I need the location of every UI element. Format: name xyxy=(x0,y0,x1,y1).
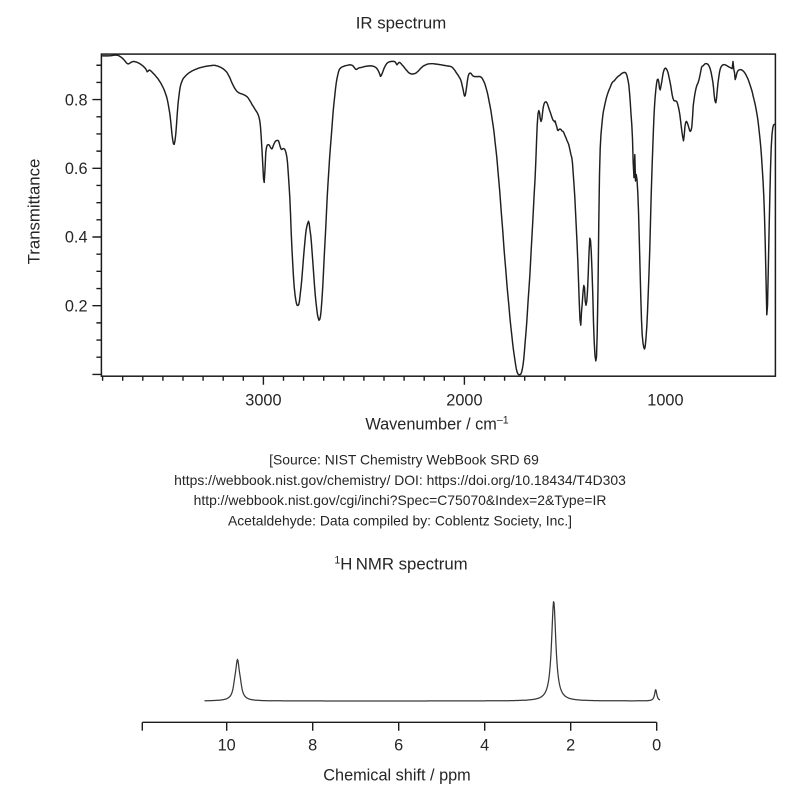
svg-text:http://webbook.nist.gov/cgi/in: http://webbook.nist.gov/cgi/inchi?Spec=C… xyxy=(194,492,607,508)
svg-text:0.2: 0.2 xyxy=(65,297,88,315)
svg-text:Transmittance: Transmittance xyxy=(25,159,44,265)
svg-text:0.8: 0.8 xyxy=(65,91,88,109)
svg-text:0.4: 0.4 xyxy=(65,229,88,247)
svg-text:8: 8 xyxy=(308,737,317,755)
svg-text:IR spectrum: IR spectrum xyxy=(356,14,446,33)
svg-text:1000: 1000 xyxy=(647,391,683,409)
svg-text:Chemical shift / ppm: Chemical shift / ppm xyxy=(323,766,471,784)
svg-text:Wavenumber / cm–1: Wavenumber / cm–1 xyxy=(365,414,508,433)
svg-text:1H NMR spectrum: 1H NMR spectrum xyxy=(334,555,467,574)
svg-text:0: 0 xyxy=(652,737,661,755)
svg-text:2000: 2000 xyxy=(446,391,482,409)
svg-text:https://webbook.nist.gov/chemi: https://webbook.nist.gov/chemistry/ DOI:… xyxy=(174,472,626,488)
svg-text:[Source: NIST Chemistry WebBoo: [Source: NIST Chemistry WebBook SRD 69 xyxy=(269,452,539,468)
svg-text:Acetaldehyde: Data compiled by: Acetaldehyde: Data compiled by: Coblentz… xyxy=(228,512,572,528)
svg-text:6: 6 xyxy=(394,737,403,755)
svg-text:3000: 3000 xyxy=(245,391,281,409)
svg-text:10: 10 xyxy=(218,737,236,755)
svg-text:2: 2 xyxy=(566,737,575,755)
svg-text:4: 4 xyxy=(480,737,489,755)
svg-text:0.6: 0.6 xyxy=(65,160,88,178)
